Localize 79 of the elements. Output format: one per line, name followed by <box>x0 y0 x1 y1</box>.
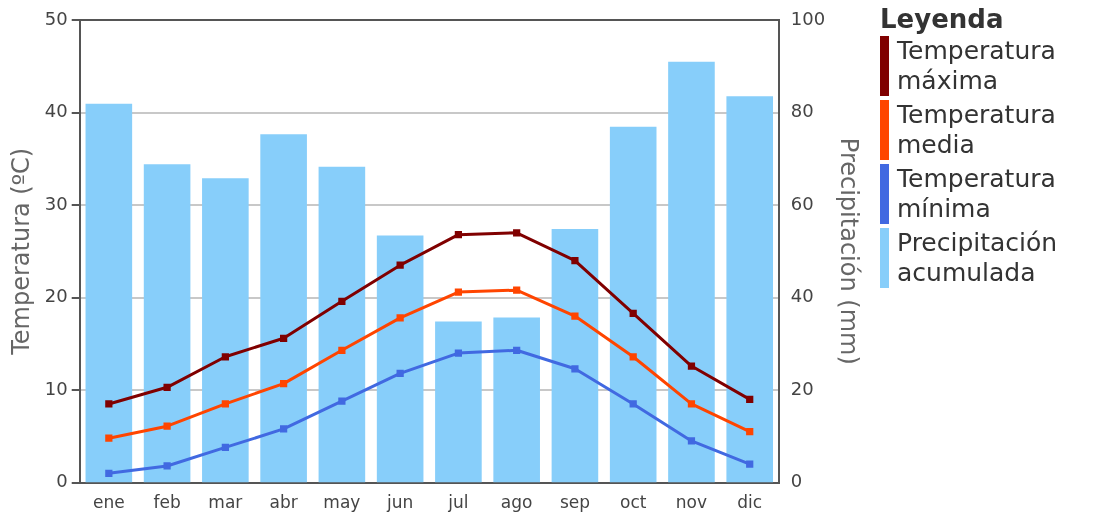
x-tick-label: feb <box>153 492 181 513</box>
x-tick-label: jun <box>386 492 414 513</box>
bar <box>376 235 424 483</box>
bar <box>202 178 249 483</box>
y-tick-label: 30 <box>44 192 68 214</box>
bar <box>318 166 366 483</box>
point <box>571 256 579 265</box>
x-tick-label: sep <box>559 492 590 513</box>
y-tick-label: 50 <box>44 7 68 29</box>
point <box>571 365 579 373</box>
point <box>280 379 288 388</box>
point <box>454 288 463 296</box>
point <box>629 353 637 361</box>
bar <box>551 229 599 483</box>
point <box>513 346 521 354</box>
y-axis-title: Temperatura (ºC) <box>6 147 35 356</box>
point <box>513 229 521 237</box>
point <box>687 362 696 370</box>
point <box>338 297 346 305</box>
bar <box>668 61 715 483</box>
point <box>163 383 171 391</box>
point <box>746 460 754 468</box>
y2-tick-label: 0 <box>790 470 803 492</box>
point <box>105 400 113 408</box>
bar <box>143 164 191 483</box>
y2-axis-title: Precipitación (mm) <box>835 137 864 365</box>
bar <box>726 96 774 483</box>
point <box>629 400 637 408</box>
point <box>396 314 404 322</box>
x-tick-label: may <box>323 492 361 513</box>
x-tick-label: nov <box>675 492 708 513</box>
bar <box>609 126 657 483</box>
bar <box>435 321 482 483</box>
point <box>163 422 171 430</box>
y-tick-label: 20 <box>44 285 68 307</box>
bar <box>85 103 133 483</box>
y2-tick-label: 40 <box>790 285 814 307</box>
point <box>280 334 288 342</box>
x-tick-label: ene <box>92 492 125 513</box>
y-tick-label: 40 <box>44 100 68 122</box>
point <box>513 286 521 294</box>
point <box>571 312 579 320</box>
legend-title: Leyenda <box>880 4 1005 34</box>
point <box>105 434 113 442</box>
point <box>163 462 171 470</box>
bar <box>493 317 540 483</box>
x-tick-label: abr <box>269 492 298 513</box>
point <box>396 261 404 269</box>
point <box>454 349 463 357</box>
legend-label: Temperatura mínima <box>897 164 1057 224</box>
point <box>221 353 229 361</box>
x-tick-label: dic <box>737 492 763 513</box>
point <box>338 346 346 354</box>
y-tick-label: 10 <box>44 377 68 399</box>
x-tick-label: ago <box>500 492 533 513</box>
bar <box>260 134 307 483</box>
point <box>221 400 229 408</box>
y2-tick-label: 100 <box>790 7 826 29</box>
point <box>687 400 696 408</box>
point <box>746 395 754 403</box>
x-tick-label: oct <box>619 492 647 513</box>
y2-tick-label: 20 <box>790 377 814 399</box>
legend-label: Precipitación acumulada <box>897 228 1059 288</box>
legend-label: Temperatura máxima <box>897 36 1057 96</box>
point <box>280 425 288 433</box>
point <box>338 397 346 405</box>
point <box>221 443 229 452</box>
x-tick-label: mar <box>208 492 243 513</box>
point <box>396 369 404 378</box>
point <box>454 231 463 239</box>
point <box>629 309 637 317</box>
point <box>687 437 696 445</box>
y2-tick-label: 60 <box>790 192 814 214</box>
y2-tick-label: 80 <box>790 100 814 122</box>
point <box>746 428 754 436</box>
legend-label: Temperatura media <box>897 100 1057 160</box>
y-tick-label: 0 <box>56 470 68 492</box>
x-tick-label: jul <box>447 492 469 513</box>
point <box>105 469 113 477</box>
